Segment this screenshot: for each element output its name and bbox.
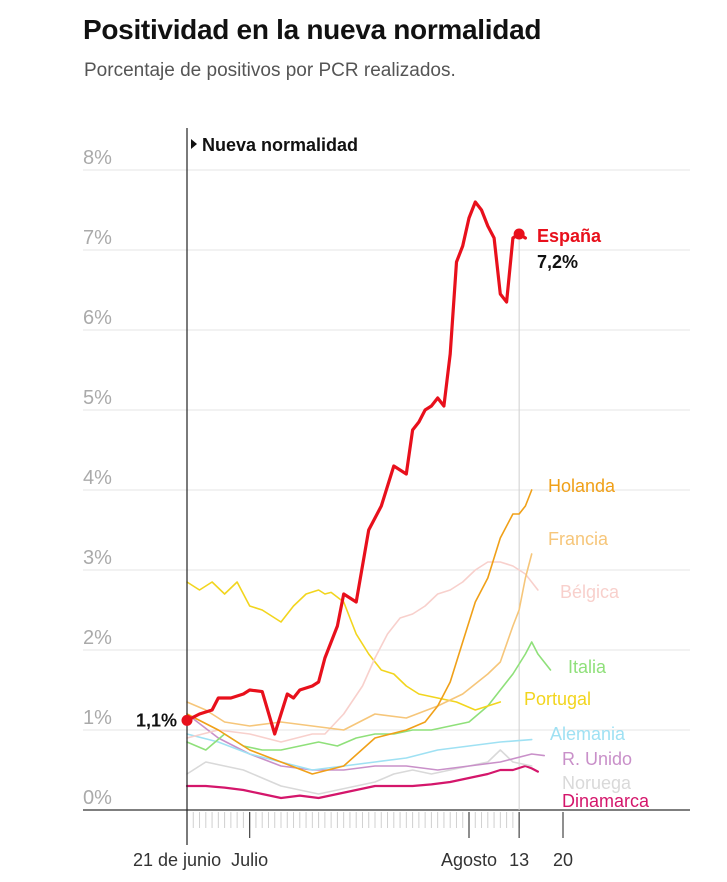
series-label-alemania: Alemania — [550, 724, 626, 744]
espana-start-dot — [181, 714, 193, 726]
y-tick-label: 6% — [83, 307, 112, 329]
x-axis: 21 de junio Julio Agosto 13 20 — [133, 812, 573, 870]
grid-lines — [83, 169, 690, 811]
series-line-alemania — [186, 733, 533, 771]
y-tick-label: 3% — [83, 547, 112, 569]
series-line-espa-a — [185, 200, 528, 736]
series-layer — [185, 200, 552, 800]
x-tick-label: 13 — [509, 850, 529, 870]
y-tick-label: 1% — [83, 707, 112, 729]
series-label-francia: Francia — [548, 529, 609, 549]
series-label-dinamarca: Dinamarca — [562, 791, 650, 811]
x-tick-label: Julio — [231, 850, 268, 870]
y-axis: 0% 1% 2% 3% 4% 5% 6% 7% 8% — [83, 147, 112, 809]
espana-end-value: 7,2% — [537, 252, 578, 272]
series-label-italia: Italia — [568, 657, 607, 677]
chart-subtitle: Porcentaje de positivos por PCR realizad… — [84, 60, 456, 81]
series-line-noruega — [186, 749, 533, 795]
y-tick-label: 4% — [83, 467, 112, 489]
series-line-holanda — [186, 489, 533, 775]
series-line-dinamarca — [185, 764, 540, 800]
series-label-portugal: Portugal — [524, 689, 591, 709]
annotations: Nueva normalidad 1,1% 7,2% — [136, 128, 578, 845]
y-tick-label: 7% — [83, 227, 112, 249]
series-label-holanda: Holanda — [548, 476, 616, 496]
series-line-portugal — [186, 581, 502, 711]
triangle-right-icon — [191, 139, 197, 149]
x-tick-label: 20 — [553, 850, 573, 870]
y-tick-label: 2% — [83, 627, 112, 649]
series-line-r-unido — [186, 713, 546, 771]
series-label-r-unido: R. Unido — [562, 749, 632, 769]
series-line-francia — [186, 553, 533, 731]
series-label-noruega: Noruega — [562, 773, 632, 793]
espana-start-value: 1,1% — [136, 710, 177, 730]
y-tick-label: 5% — [83, 387, 112, 409]
x-tick-label: 21 de junio — [133, 850, 221, 870]
series-label-b-lgica: Bélgica — [560, 582, 620, 602]
series-label-espa-a: España — [537, 226, 602, 246]
series-line-b-lgica — [186, 561, 539, 743]
series-line-italia — [186, 641, 552, 751]
y-tick-label: 0% — [83, 787, 112, 809]
chart-title: Positividad en la nueva normalidad — [83, 14, 542, 45]
y-tick-label: 8% — [83, 147, 112, 169]
x-tick-label: Agosto — [441, 850, 497, 870]
nueva-normalidad-label: Nueva normalidad — [202, 135, 358, 155]
espana-end-dot — [513, 228, 525, 240]
